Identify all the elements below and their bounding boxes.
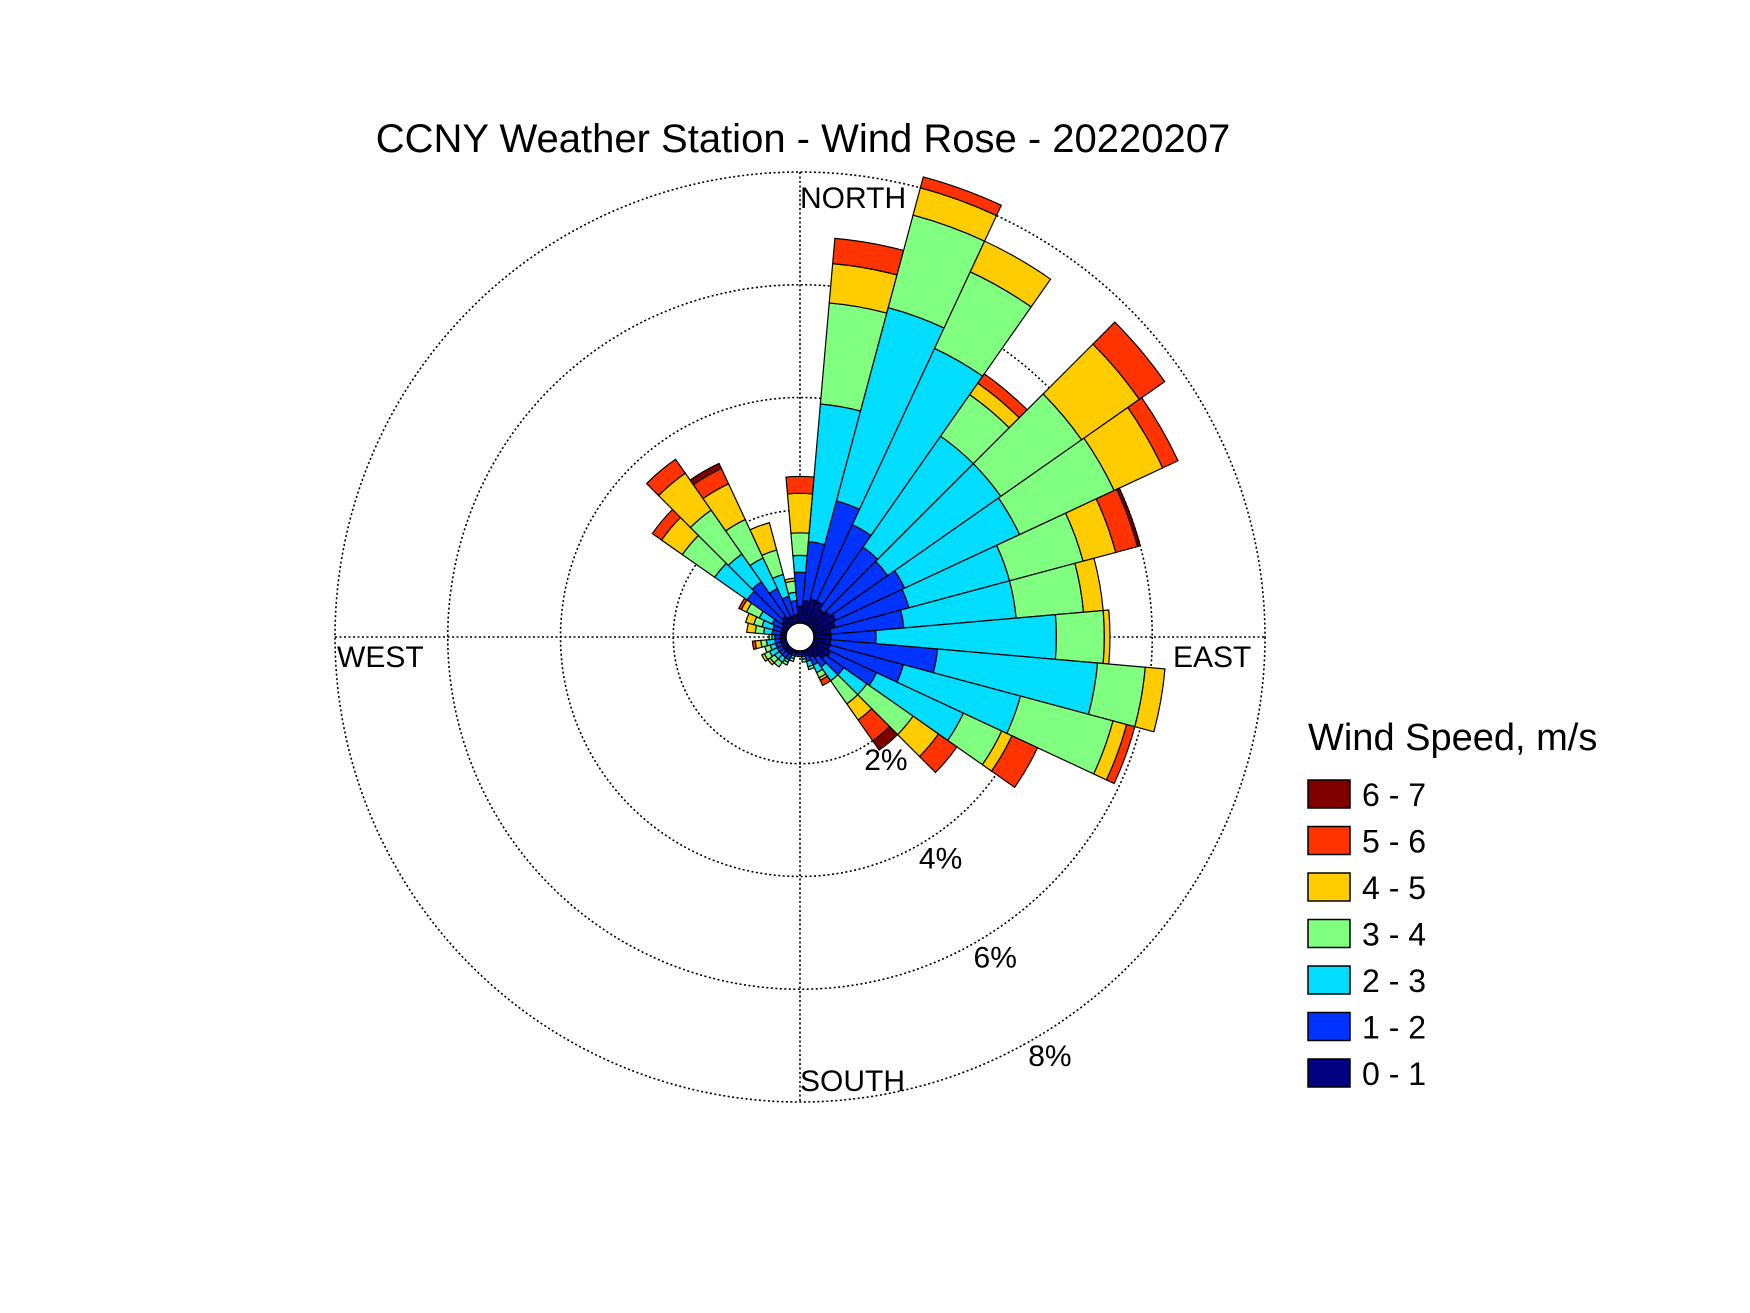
wedge-150-bin-5-6 [819,675,832,687]
compass-label-west: WEST [337,641,424,674]
wedge-70-bin-6-7 [1115,487,1141,548]
legend-label: 0 - 1 [1362,1056,1426,1092]
wedge-130-bin-5-6 [918,733,958,774]
wedge-110-bin-5-6 [1105,723,1136,785]
chart-title: CCNY Weather Station - Wind Rose - 20220… [376,117,1231,161]
wedge-60-bin-5-6 [1126,396,1179,469]
legend-item: 6 - 7 [1307,777,1426,813]
legend-label: 3 - 4 [1362,917,1426,953]
compass-label-east: EAST [1173,641,1251,674]
sector-350 [783,577,800,625]
sector-70 [811,487,1141,635]
sector-30 [805,240,1052,627]
legend-swatch [1307,779,1351,809]
legend-item: 0 - 1 [1307,1056,1426,1092]
sector-320 [645,458,793,628]
legend: Wind Speed, m/s 6 - 7 5 - 6 4 - 5 3 - 4 2 - … [1307,717,1597,1092]
legend-items: 6 - 7 5 - 6 4 - 5 3 - 4 2 - 3 1 - 2 0 - 1 [1307,777,1426,1092]
radial-tick-labels: 2% 4% 6% 8% [864,744,1071,1073]
sector-150 [805,647,832,687]
sector-140 [807,646,899,751]
wedge-90-bin-3-4 [1054,609,1105,665]
wedge-320-bin-5-6 [645,458,687,497]
sector-130 [809,644,958,774]
wedge-360-bin-0-1 [796,605,804,624]
legend-label: 2 - 3 [1362,963,1426,999]
radial-label-6pct: 6% [974,941,1017,974]
legend-swatch [1307,918,1351,949]
sector-260 [751,637,788,651]
legend-item: 1 - 2 [1307,1010,1426,1046]
wedge-260-bin-5-6 [751,640,758,651]
sector-280 [746,622,788,637]
wedge-170-bin-3-4 [801,657,808,663]
legend-label: 5 - 6 [1362,824,1426,860]
compass-label-north: NORTH [800,182,906,215]
wedge-30-bin-4-5 [969,240,1052,308]
legend-label: 4 - 5 [1362,870,1426,906]
legend-swatch [1307,825,1351,856]
wedge-140-bin-6-7 [871,725,899,751]
center-circle [785,622,815,652]
center-hole [785,622,815,652]
sector-330 [689,462,795,627]
grid-ring-8pct [334,171,1266,1103]
wedge-340-bin-4-5 [749,522,778,557]
sector-60 [810,396,1179,632]
radial-label-2pct: 2% [864,744,907,777]
legend-label: 1 - 2 [1362,1010,1426,1046]
wedge-160-bin-3-4 [807,664,816,671]
legend-swatch [1307,965,1351,995]
wedge-240-bin-4-5 [760,652,769,663]
sector-100 [812,637,1166,733]
legend-swatch [1307,1011,1351,1042]
sector-50 [809,321,1166,630]
sector-20 [802,176,1003,626]
wedge-360-bin-4-5 [786,492,814,534]
wedge-120-bin-5-6 [990,735,1039,789]
compass-label-south: SOUTH [800,1065,905,1098]
wedge-20-bin-5-6 [919,176,1003,217]
wedge-360-bin-2-3 [792,554,808,574]
wedge-330-bin-6-7 [689,462,723,486]
legend-swatch [1307,872,1351,902]
wedge-100-bin-4-5 [1134,666,1166,733]
radial-label-4pct: 4% [919,843,962,876]
sector-360 [785,475,815,624]
sector-340 [749,522,798,626]
grid-ring-6pct [446,283,1154,991]
legend-item: 2 - 3 [1307,963,1426,999]
wedge-360-bin-3-4 [790,532,810,557]
wedge-90-bin-4-5 [1102,609,1111,665]
legend-item: 5 - 6 [1307,824,1426,860]
sector-90 [813,609,1111,665]
sector-300 [737,597,790,632]
legend-item: 4 - 5 [1307,870,1426,906]
wind-sectors [645,176,1179,789]
wedge-50-bin-5-6 [1092,321,1166,401]
legend-swatch [1307,1058,1351,1088]
sector-10 [800,237,905,625]
legend-title: Wind Speed, m/s [1308,717,1597,759]
sector-120 [810,642,1039,789]
legend-label: 6 - 7 [1362,777,1426,813]
radial-label-8pct: 8% [1028,1040,1071,1073]
wedge-360-bin-5-6 [785,475,815,495]
legend-item: 3 - 4 [1307,917,1426,953]
